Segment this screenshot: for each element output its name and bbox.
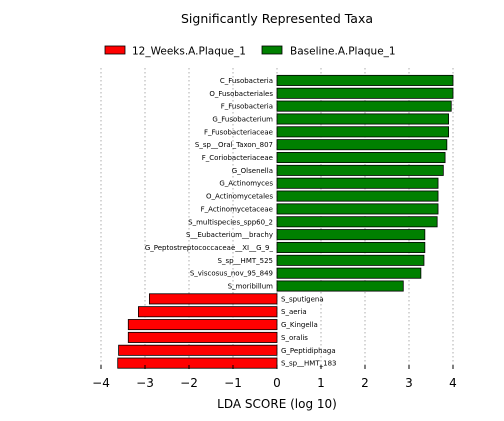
- bar-label: S_sp__HMT_525: [218, 257, 273, 265]
- x-tick-label: 4: [449, 376, 457, 390]
- bar-g-peptostreptococcaceae-xi-g-9: [276, 241, 426, 253]
- bar-s-oralis: [127, 331, 278, 343]
- bar-g-actinomyces: [276, 177, 439, 189]
- x-axis-title: LDA SCORE (log 10): [217, 397, 337, 411]
- bar-f-actinomycetaceae: [276, 203, 439, 215]
- bar-label: G_Peptostreptococcaceae__XI__G_9_: [145, 244, 274, 252]
- bar-g-olsenella: [276, 164, 444, 176]
- legend-swatch-baseline: [261, 45, 283, 55]
- bar-c-fusobacteria: [276, 74, 454, 86]
- bar-g-kingella: [127, 319, 278, 331]
- bar-label: S_multispecies_spp60_2: [188, 218, 273, 226]
- bar-s-sputigena: [148, 293, 278, 305]
- x-tick-label: −1: [224, 376, 242, 390]
- bar-o-actinomycetales: [276, 190, 439, 202]
- bar-label: O_Fusobacteriales: [209, 90, 273, 98]
- bar-label: S_moribillum: [228, 283, 274, 291]
- bar-labels: C_Fusobacteria O_Fusobacteriales F_Fusobac…: [145, 77, 337, 368]
- x-axis: −4 −3 −2 −1 0 1 2 3 4: [92, 365, 457, 390]
- bar-s-multispecies-spp60-2: [276, 216, 438, 228]
- x-tick-label: 0: [273, 376, 281, 390]
- legend: 12_Weeks.A.Plaque_1 Baseline.A.Plaque_1: [104, 45, 396, 58]
- bar-g-peptidiphaga: [118, 344, 278, 356]
- bar-label: G_Peptidiphaga: [281, 347, 336, 355]
- bar-label: S_sputigena: [281, 295, 324, 303]
- x-tick-label: 3: [405, 376, 413, 390]
- bar-label: F_Fusobacteria: [221, 103, 273, 111]
- legend-label-12-weeks: 12_Weeks.A.Plaque_1: [132, 46, 246, 58]
- bar-s-sp-oral-taxon-807: [276, 139, 448, 151]
- bar-label: S_aeria: [281, 308, 307, 316]
- bar-label: S__Eubacterium__brachy: [186, 231, 273, 239]
- bar-g-fusobacterium: [276, 113, 450, 125]
- bars: [117, 74, 454, 369]
- bar-label: S_oralis: [281, 334, 308, 342]
- bar-label: G_Actinomyces: [219, 180, 273, 188]
- bar-s-sp-hmt-183: [117, 357, 278, 369]
- bar-o-fusobacteriales: [276, 87, 454, 99]
- bar-label: G_Olsenella: [232, 167, 273, 175]
- bar-label: F_Actinomycetaceae: [201, 205, 273, 213]
- x-tick-label: −2: [180, 376, 198, 390]
- x-tick-label: 1: [317, 376, 325, 390]
- bar-f-fusobacteriaceae: [276, 126, 450, 138]
- bar-label: S_sp__HMT_183: [281, 360, 336, 368]
- chart-title: Significantly Represented Taxa: [181, 11, 373, 26]
- bar-s-sp-hmt-525: [276, 254, 425, 266]
- bar-label: G_Kingella: [281, 321, 318, 329]
- bar-s-eubacterium-brachy: [276, 229, 426, 241]
- bar-label: C_Fusobacteria: [220, 77, 273, 85]
- legend-swatch-12-weeks: [104, 45, 126, 55]
- bar-f-coriobacteriaceae: [276, 152, 446, 164]
- bar-label: O_Actinomycetales: [206, 193, 273, 201]
- bar-label: S_sp__Oral_Taxon_807: [195, 141, 273, 149]
- x-tick-label: 2: [361, 376, 369, 390]
- bar-label: F_Fusobacteriaceae: [204, 128, 273, 136]
- bar-s-moribillum: [276, 280, 404, 292]
- bar-s-aeria: [137, 306, 278, 318]
- bar-label: S_viscosus_nov_95_849: [190, 270, 273, 278]
- bar-s-viscosus-nov-95-849: [276, 267, 422, 279]
- x-tick-label: −3: [136, 376, 154, 390]
- bar-label: F_Coriobacteriaceae: [202, 154, 273, 162]
- bar-f-fusobacteria: [276, 100, 452, 112]
- legend-label-baseline: Baseline.A.Plaque_1: [290, 46, 396, 58]
- x-tick-label: −4: [92, 376, 110, 390]
- bar-label: G_Fusobacterium: [212, 115, 273, 123]
